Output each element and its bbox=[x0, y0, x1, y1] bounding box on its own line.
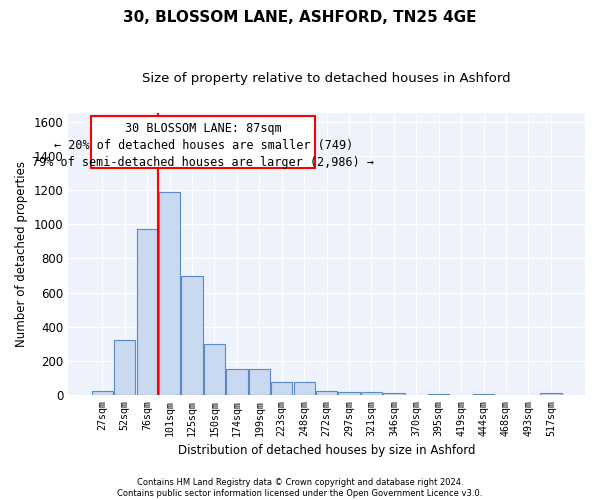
Bar bbox=[383, 392, 404, 396]
Bar bbox=[248, 369, 270, 396]
Bar bbox=[540, 392, 562, 396]
Bar bbox=[293, 382, 315, 396]
Y-axis label: Number of detached properties: Number of detached properties bbox=[15, 161, 28, 347]
Text: ← 20% of detached houses are smaller (749): ← 20% of detached houses are smaller (74… bbox=[53, 138, 353, 151]
Bar bbox=[181, 276, 203, 396]
Bar bbox=[226, 369, 248, 396]
Bar bbox=[316, 391, 337, 396]
Text: 30, BLOSSOM LANE, ASHFORD, TN25 4GE: 30, BLOSSOM LANE, ASHFORD, TN25 4GE bbox=[123, 10, 477, 25]
Bar bbox=[271, 382, 292, 396]
Bar bbox=[92, 391, 113, 396]
Text: 79% of semi-detached houses are larger (2,986) →: 79% of semi-detached houses are larger (… bbox=[32, 156, 374, 169]
Text: Contains HM Land Registry data © Crown copyright and database right 2024.
Contai: Contains HM Land Registry data © Crown c… bbox=[118, 478, 482, 498]
Bar bbox=[137, 230, 158, 396]
Bar bbox=[473, 394, 494, 396]
FancyBboxPatch shape bbox=[91, 116, 316, 168]
Bar bbox=[159, 192, 180, 396]
X-axis label: Distribution of detached houses by size in Ashford: Distribution of detached houses by size … bbox=[178, 444, 475, 458]
Bar bbox=[114, 340, 136, 396]
Bar bbox=[428, 394, 449, 396]
Bar bbox=[361, 392, 382, 396]
Text: 30 BLOSSOM LANE: 87sqm: 30 BLOSSOM LANE: 87sqm bbox=[125, 122, 281, 134]
Bar bbox=[204, 344, 225, 396]
Title: Size of property relative to detached houses in Ashford: Size of property relative to detached ho… bbox=[142, 72, 511, 86]
Bar bbox=[338, 392, 359, 396]
